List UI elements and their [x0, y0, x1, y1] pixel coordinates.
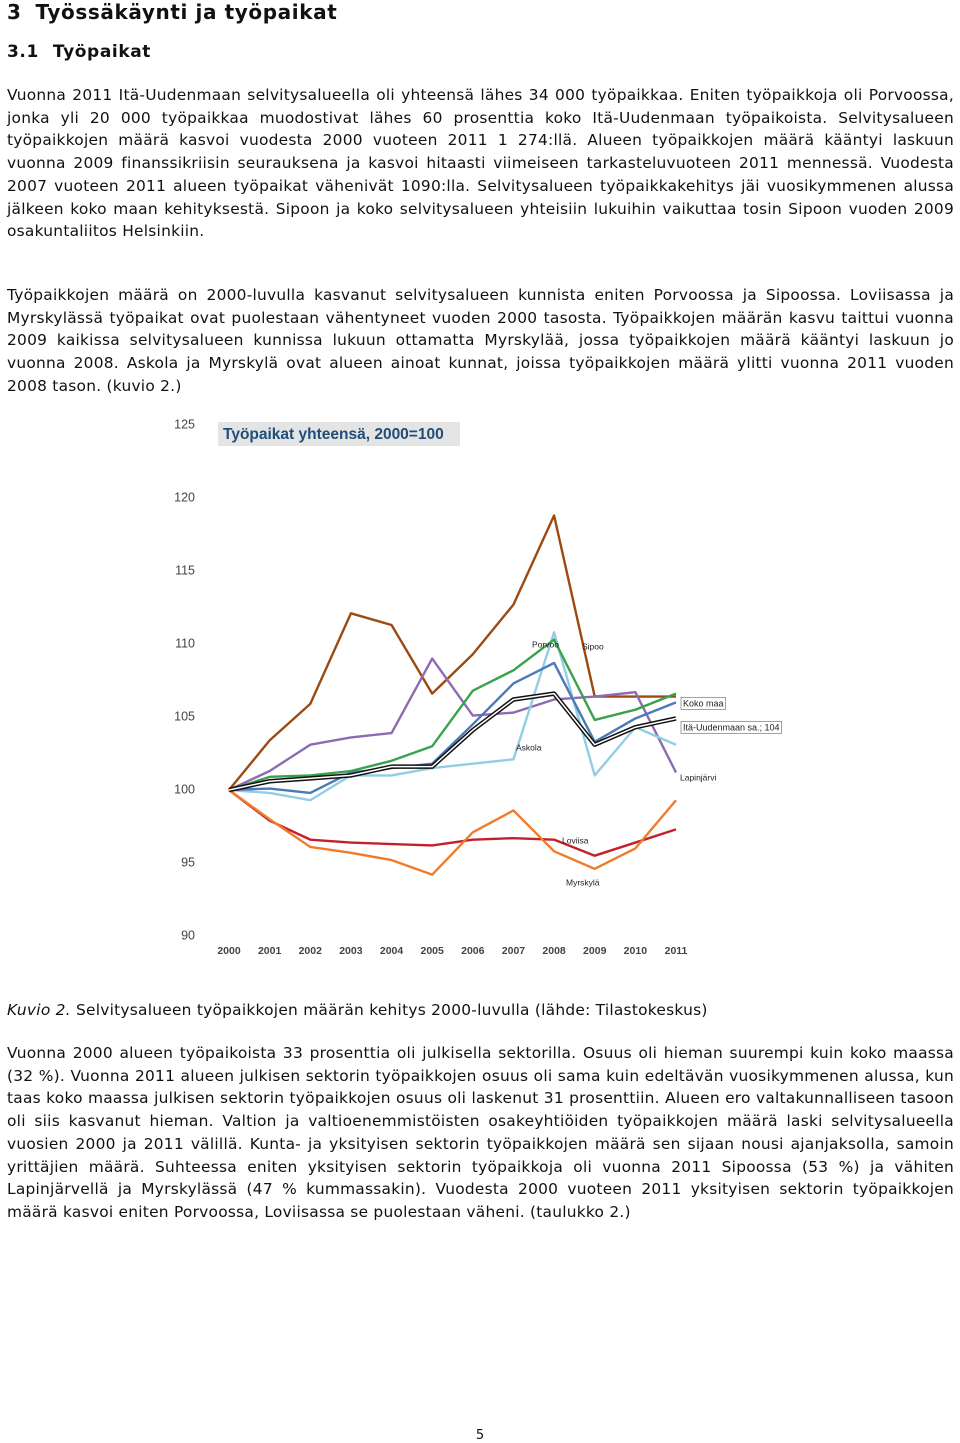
subheading-title: Työpaikat: [52, 42, 152, 62]
y-tick-label: 100: [174, 782, 195, 796]
series-label: Myrskylä: [566, 877, 600, 887]
x-tick-label: 2002: [299, 945, 323, 957]
page-number: 5: [475, 1428, 485, 1443]
series-line: [228, 657, 678, 792]
subheading-number: 3.1: [7, 42, 39, 62]
series-line: [228, 661, 677, 795]
heading-title: Työssäkäynti ja työpaikat: [35, 0, 338, 24]
y-tick-label: 95: [181, 855, 195, 869]
y-tick-label: 90: [181, 928, 195, 942]
x-tick-label: 2011: [665, 945, 688, 957]
series-line: [228, 789, 677, 876]
series-line: [228, 631, 677, 802]
chart: Työpaikat yhteensä, 2000=100 90 95 100 105 1…: [174, 417, 782, 957]
x-tick-label: 2010: [624, 945, 648, 957]
series-line: [228, 789, 677, 857]
caption-text: Selvitysalueen työpaikkojen määrän kehit…: [75, 1001, 708, 1019]
y-tick-label: 105: [174, 709, 195, 723]
x-tick-label: 2005: [421, 945, 445, 957]
y-tick-label: 120: [174, 490, 195, 504]
y-tick-label: 125: [174, 417, 195, 431]
x-tick-label: 2004: [380, 945, 404, 957]
y-tick-label: 115: [175, 563, 195, 577]
paragraph: Vuonna 2000 alueen työpaikoista 33 prose…: [7, 1044, 954, 1221]
label-box: [680, 720, 782, 734]
series-label: Loviisa: [562, 835, 589, 845]
heading: 3 Työssäkäynti ja työpaikat: [7, 0, 351, 24]
x-tick-label: 2008: [542, 945, 566, 957]
x-tick-label: 2003: [339, 945, 363, 957]
y-tick-label: 110: [175, 636, 195, 650]
heading-number: 3: [7, 0, 22, 24]
label-box: [680, 696, 726, 710]
series-label: Itä-Uudenmaan sa.; 104: [683, 722, 780, 732]
title-box: [218, 422, 460, 446]
series-label: Askola: [516, 742, 542, 752]
series-label: Lapinjärvi: [680, 772, 716, 782]
series-label: Porvoo: [532, 639, 559, 649]
chart-title: Työpaikat yhteensä, 2000=100: [223, 426, 444, 443]
subheading: 3.1 Työpaikat: [7, 42, 165, 62]
x-tick-label: 2001: [258, 945, 282, 957]
series-line-inner: [228, 692, 677, 791]
caption: Kuvio 2. Selvitysalueen työpaikkojen mää…: [7, 1001, 954, 1019]
x-tick-label: 2009: [583, 945, 607, 957]
series-label: Koko maa: [683, 698, 724, 708]
caption-label: Kuvio 2.: [7, 1001, 71, 1019]
x-tick-label: 2000: [217, 945, 241, 957]
paragraph: Vuonna 2011 Itä-Uudenmaan selvitysalueel…: [7, 86, 954, 241]
series-label: Sipoo: [582, 641, 604, 651]
x-tick-label: 2007: [502, 945, 526, 957]
x-tick-label: 2006: [461, 945, 485, 957]
series-line: [228, 638, 677, 792]
paragraph: Työpaikkojen määrä on 2000-luvulla kasva…: [7, 286, 954, 395]
